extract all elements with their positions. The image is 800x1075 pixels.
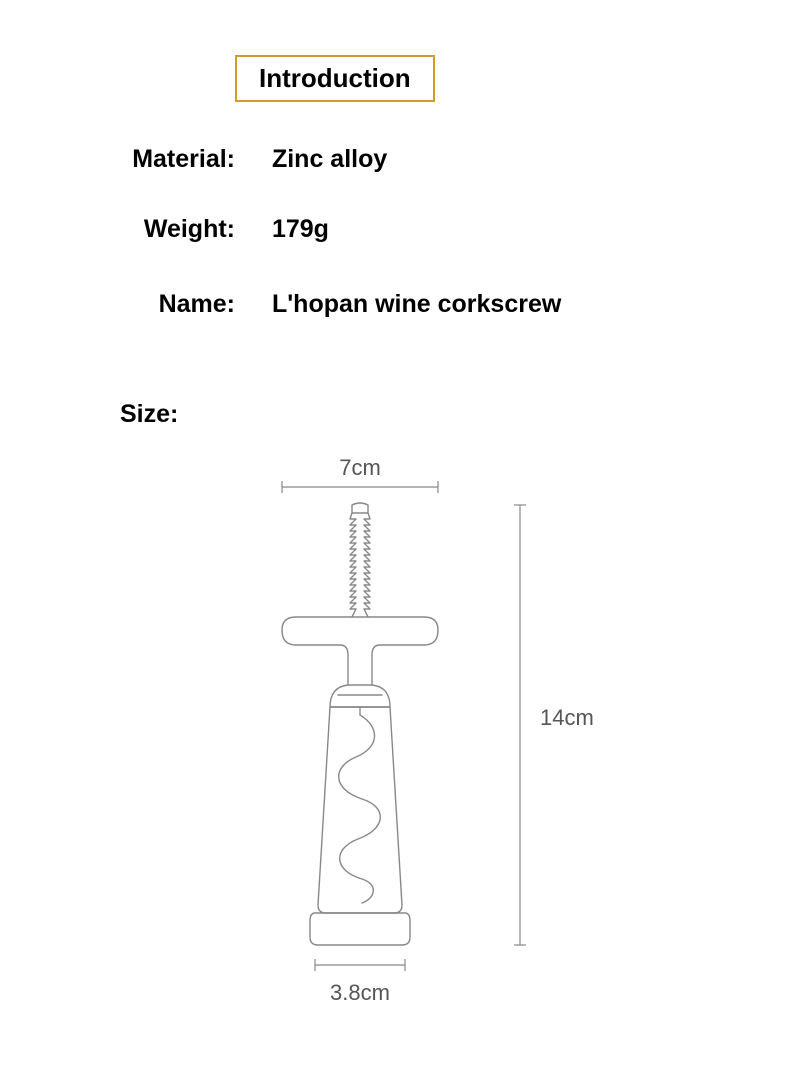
dim-bottom-width-line: [315, 959, 405, 971]
product-spec-page: Introduction Material: Zinc alloy Weight…: [0, 0, 800, 1075]
size-heading: Size:: [120, 400, 178, 429]
spec-label-weight: Weight:: [95, 215, 235, 244]
corkscrew-outline: [282, 503, 438, 945]
spec-label-material: Material:: [95, 145, 235, 174]
dim-top-width-text: 7cm: [339, 455, 381, 480]
spec-label-name: Name:: [95, 290, 235, 319]
size-diagram: 7cm 14cm 3.8cm: [180, 455, 600, 1045]
spec-row-weight: Weight: 179g: [95, 215, 329, 244]
dim-height-text: 14cm: [540, 705, 594, 730]
spec-row-name: Name: L'hopan wine corkscrew: [95, 290, 561, 319]
spec-value-weight: 179g: [272, 215, 329, 244]
spec-value-name: L'hopan wine corkscrew: [272, 290, 561, 319]
dim-top-width-line: [282, 481, 438, 493]
intro-title: Introduction: [259, 63, 411, 93]
dim-bottom-width-text: 3.8cm: [330, 980, 390, 1005]
spec-row-material: Material: Zinc alloy: [95, 145, 387, 174]
dim-height-line: [514, 505, 526, 945]
spec-value-material: Zinc alloy: [272, 145, 387, 174]
intro-title-box: Introduction: [235, 55, 435, 102]
